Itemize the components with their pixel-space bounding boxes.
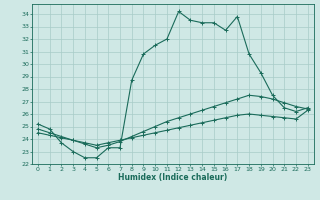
X-axis label: Humidex (Indice chaleur): Humidex (Indice chaleur) (118, 173, 228, 182)
